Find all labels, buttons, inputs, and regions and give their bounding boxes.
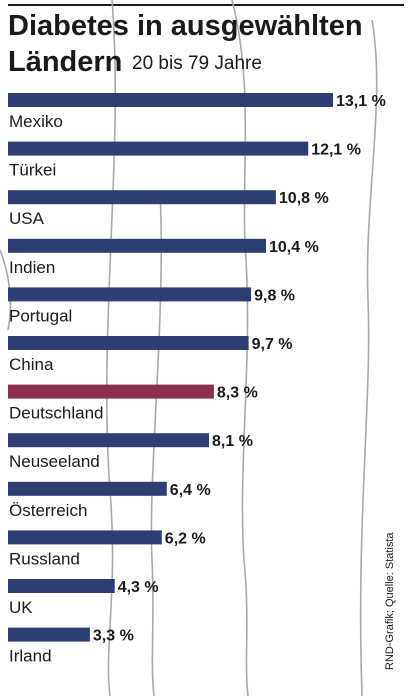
bar-group-china: 9,7 % China [8, 336, 293, 374]
chart-title-line-1: Diabetes in ausgewählten [8, 10, 363, 42]
value-label: 9,7 % [252, 336, 293, 353]
bar [8, 627, 90, 642]
bar [8, 287, 252, 302]
bar-group-türkei: 12,1 % Türkei [8, 141, 361, 180]
value-label: 8,3 % [217, 385, 258, 402]
decoration-curve [0, 249, 12, 331]
category-label: Deutschland [9, 404, 104, 423]
category-label: Portugal [9, 306, 72, 325]
category-label: Österreich [9, 501, 87, 520]
bar-group-neuseeland: 8,1 % Neuseeland [8, 433, 253, 471]
bar [8, 190, 276, 205]
bar [8, 141, 309, 156]
category-label: Irland [9, 647, 52, 666]
bar [8, 481, 167, 496]
bar-group-russland: 6,2 % Russland [8, 530, 206, 568]
decoration-curve [105, 0, 117, 696]
decoration-curve [231, 0, 249, 696]
chart-title-line-2: Ländern [8, 46, 123, 78]
bar-group-usa: 10,8 % USA [8, 190, 329, 228]
category-label: USA [9, 209, 45, 228]
bar-group-deutschland: 8,3 % Deutschland [8, 384, 258, 423]
value-label: 10,8 % [279, 190, 329, 207]
bar [8, 384, 214, 399]
value-label: 13,1 % [336, 93, 386, 110]
value-label: 3,3 % [93, 628, 134, 645]
bar [8, 579, 115, 593]
value-label: 10,4 % [269, 239, 319, 256]
bar-group-indien: 10,4 % Indien [8, 238, 319, 277]
category-label: Russland [9, 549, 80, 568]
chart-subtitle: 20 bis 79 Jahre [132, 53, 262, 74]
value-label: 9,8 % [254, 287, 295, 304]
top-rule [8, 4, 404, 6]
category-label: Neuseeland [9, 452, 100, 471]
category-label: Mexiko [9, 112, 63, 131]
bar [8, 238, 266, 253]
decoration-curve [359, 19, 378, 696]
value-label: 8,1 % [212, 433, 253, 450]
value-label: 12,1 % [311, 142, 361, 159]
bar-group-portugal: 9,8 % Portugal [8, 287, 295, 325]
category-label: Türkei [9, 161, 56, 180]
bar-group-irland: 3,3 % Irland [8, 627, 134, 666]
value-label: 6,4 % [170, 482, 211, 499]
bar [8, 433, 209, 448]
bar-group-österreich: 6,4 % Österreich [8, 481, 211, 520]
bar [8, 530, 162, 545]
category-label: UK [9, 598, 33, 617]
bar [8, 336, 249, 350]
bar-group-uk: 4,3 % UK [8, 579, 159, 617]
value-label: 6,2 % [165, 530, 206, 547]
value-label: 4,3 % [118, 579, 159, 596]
category-label: China [9, 355, 54, 374]
source-note: RND-Grafik; Quelle: Statista [384, 532, 396, 670]
bar [8, 93, 333, 107]
bar-group-mexiko: 13,1 % Mexiko [8, 93, 386, 131]
category-label: Indien [9, 258, 55, 277]
